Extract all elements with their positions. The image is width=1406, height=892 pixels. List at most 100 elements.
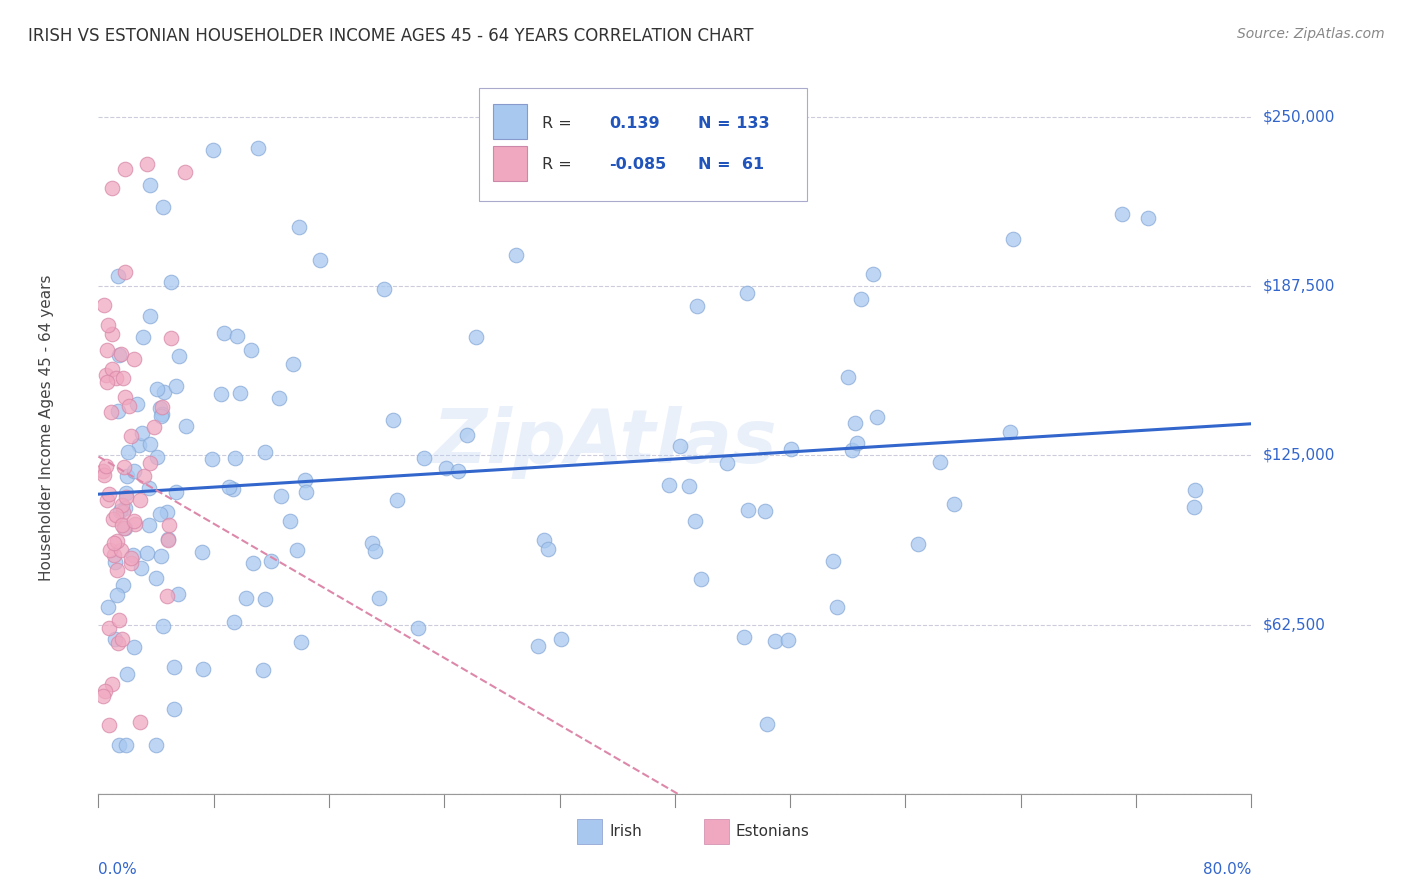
Point [98,543,121,558]
Point [142,420,165,434]
Point [288,220,311,235]
Text: R =: R = [543,116,572,130]
Point [176,419,198,434]
Point [97,318,120,333]
Point [122,548,145,562]
Point [105,588,128,602]
Point [456,428,478,442]
Point [361,535,384,549]
Point [115,469,138,483]
Point [222,615,245,629]
Point [191,545,214,559]
Point [139,309,162,323]
Point [998,425,1021,439]
Point [1111,207,1133,221]
Point [846,435,869,450]
Point [100,327,122,342]
Point [267,391,290,405]
Point [308,252,330,267]
Point [105,563,128,577]
Point [285,543,308,558]
Point [229,385,252,400]
Point [252,663,274,677]
Point [270,489,292,503]
Point [281,357,304,371]
Point [1002,232,1025,246]
Point [118,399,141,413]
Point [156,589,179,603]
Point [124,516,146,531]
Point [434,461,457,475]
Point [253,445,276,459]
Text: ZipAtlas: ZipAtlas [433,406,778,479]
Point [91,689,114,703]
Point [101,181,124,195]
Point [111,518,134,533]
Point [733,631,755,645]
Point [112,460,135,475]
Point [128,438,150,452]
Point [827,600,849,615]
Point [114,390,136,404]
Point [94,368,117,383]
FancyBboxPatch shape [704,819,730,844]
Point [100,405,122,419]
Point [150,549,173,564]
Point [98,621,121,635]
Point [157,533,180,548]
Point [212,326,235,340]
Point [138,481,160,495]
Point [690,573,713,587]
Point [928,455,950,469]
FancyBboxPatch shape [492,145,527,181]
Point [527,640,550,654]
FancyBboxPatch shape [576,819,602,844]
Point [406,621,429,635]
Point [152,619,174,633]
Point [165,484,187,499]
Text: 80.0%: 80.0% [1204,862,1251,877]
Point [235,591,257,605]
Point [153,384,176,399]
Point [385,492,408,507]
Point [294,473,316,487]
Point [191,662,214,676]
Point [465,330,488,344]
Point [1184,483,1206,497]
Point [112,505,135,519]
Point [246,140,269,154]
Point [849,293,872,307]
Text: IRISH VS ESTONIAN HOUSEHOLDER INCOME AGES 45 - 64 YEARS CORRELATION CHART: IRISH VS ESTONIAN HOUSEHOLDER INCOME AGE… [28,27,754,45]
Point [165,379,187,393]
Point [866,409,889,424]
Point [105,534,128,549]
Point [138,178,160,192]
Point [100,676,122,690]
Point [139,456,162,470]
Point [96,343,118,358]
Point [242,556,264,570]
Point [115,666,138,681]
Point [735,285,758,300]
Point [364,544,387,558]
Point [91,464,114,478]
Point [157,533,180,547]
Point [103,535,125,549]
Point [103,548,125,562]
Point [505,248,527,262]
Point [111,578,134,592]
Point [145,450,167,464]
Point [105,508,128,522]
Point [103,555,125,569]
Point [201,451,224,466]
Point [166,587,188,601]
Point [163,702,186,716]
Point [103,512,125,526]
Point [139,437,162,451]
Point [737,502,759,516]
Point [218,480,240,494]
Text: N =  61: N = 61 [697,157,763,172]
Point [150,400,173,414]
Point [114,161,136,176]
Point [107,738,129,752]
